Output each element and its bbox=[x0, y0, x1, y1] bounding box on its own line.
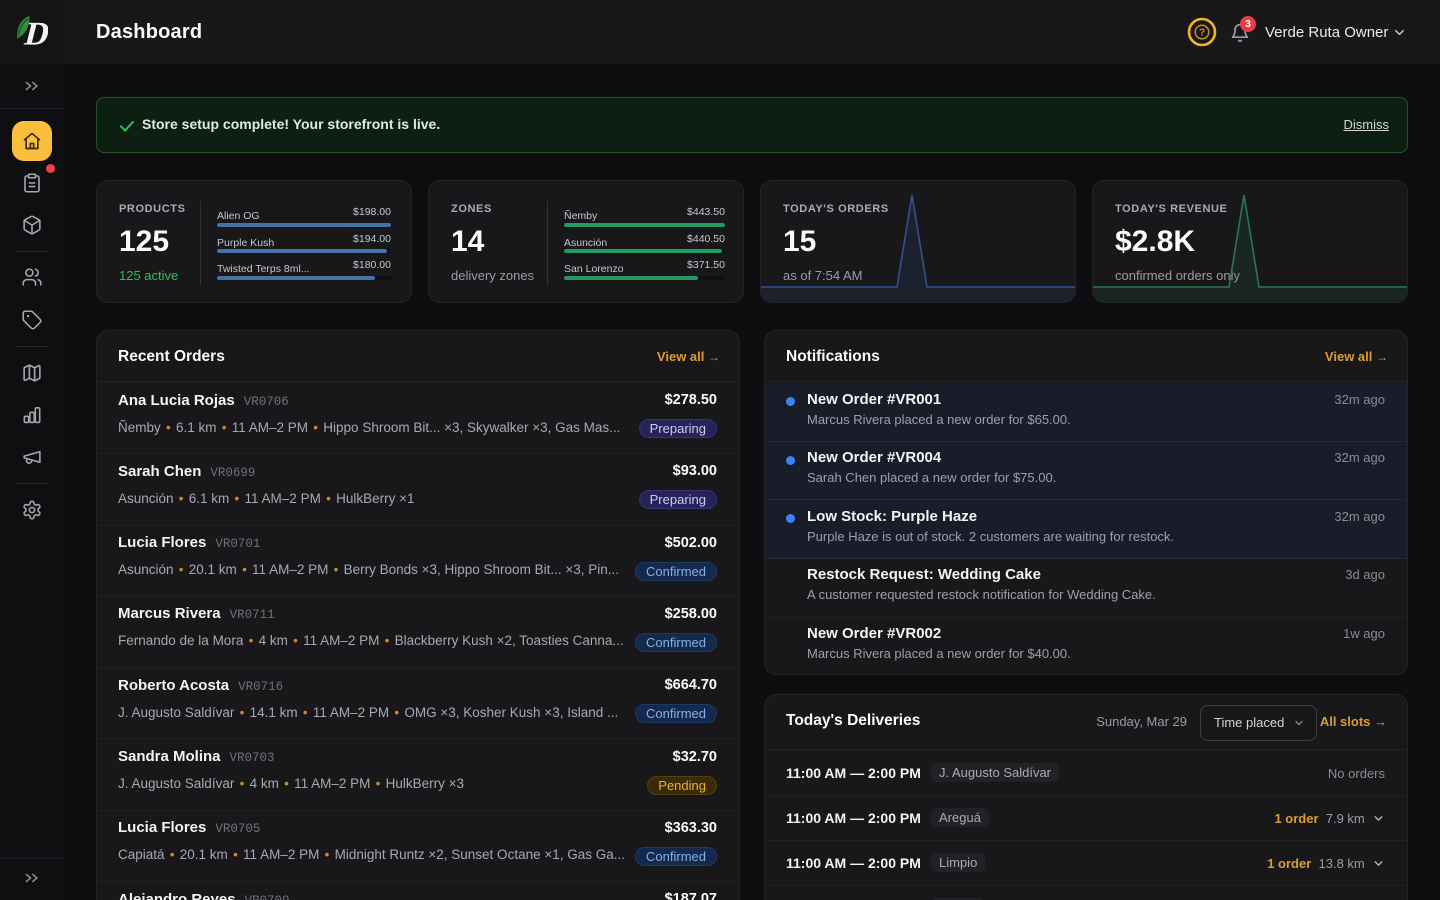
svg-text:?: ? bbox=[1199, 28, 1205, 39]
